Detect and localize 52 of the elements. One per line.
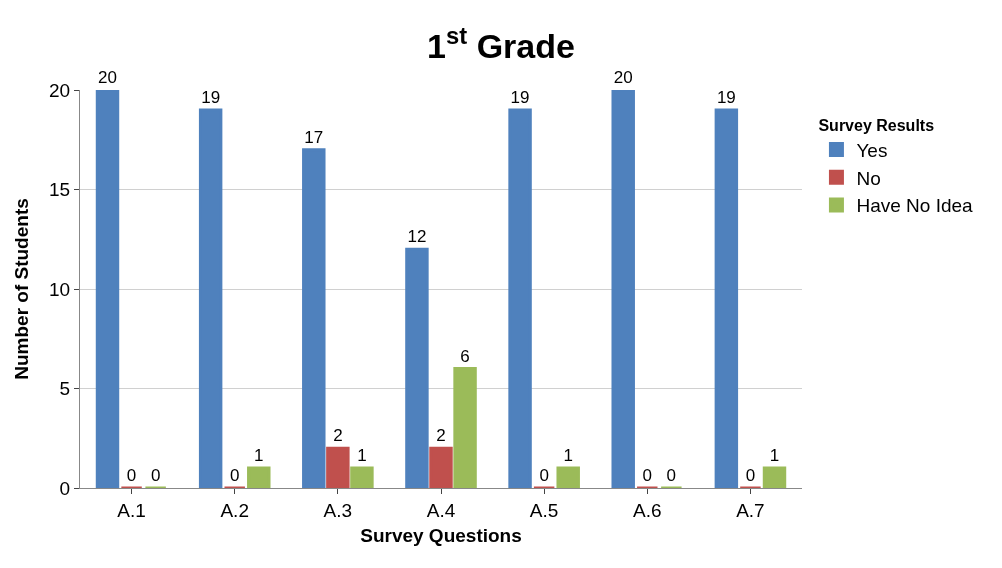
bar <box>762 466 787 488</box>
data-label: 19 <box>510 87 530 107</box>
x-tick-label: A.4 <box>426 499 456 521</box>
x-tick-label: A.5 <box>529 499 559 521</box>
bar <box>556 466 580 488</box>
chart-title: 1$^{st}$ Grade <box>427 21 575 65</box>
bar <box>350 466 374 488</box>
data-label: 17 <box>304 127 324 147</box>
bar <box>714 108 739 488</box>
data-label: 1 <box>357 446 367 466</box>
data-label: 2 <box>333 426 343 446</box>
data-label: 1 <box>563 446 573 466</box>
data-label: 0 <box>745 466 756 485</box>
bar <box>405 247 429 488</box>
data-label: 0 <box>642 466 653 485</box>
data-label: 19 <box>201 87 221 107</box>
bar <box>95 90 120 488</box>
data-label: 0 <box>666 466 677 485</box>
y-tick-label: 20 <box>49 79 71 101</box>
data-label: 0 <box>539 466 549 485</box>
data-label: 20 <box>613 68 633 87</box>
bar <box>508 108 532 488</box>
data-label: 1 <box>254 446 264 466</box>
data-label: 1 <box>769 446 780 466</box>
y-tick-label: 10 <box>49 278 71 300</box>
legend-title: Survey Results <box>818 116 935 134</box>
bar <box>247 466 271 488</box>
data-label: 0 <box>150 466 161 485</box>
y-tick-label: 15 <box>49 179 71 201</box>
bar <box>453 367 477 488</box>
bar <box>611 90 635 488</box>
data-label: 0 <box>229 466 240 485</box>
x-tick-label: A.1 <box>117 499 146 521</box>
data-label: 12 <box>407 227 427 247</box>
y-axis-title: Number of Students <box>10 198 32 380</box>
y-tick-label: 5 <box>59 378 71 400</box>
x-tick-label: A.7 <box>736 499 765 521</box>
legend-label: No <box>856 167 881 189</box>
legend-label: Yes <box>856 139 888 161</box>
x-axis-title: Survey Questions <box>360 524 522 546</box>
data-label: 0 <box>126 466 137 485</box>
bar <box>302 148 326 488</box>
data-label: 6 <box>460 346 470 366</box>
y-tick-label: 0 <box>59 477 71 499</box>
data-label: 20 <box>98 68 117 87</box>
x-tick-label: A.6 <box>633 499 662 521</box>
x-tick-label: A.2 <box>220 499 249 521</box>
data-label: 19 <box>716 87 736 107</box>
x-tick-label: A.3 <box>323 499 353 521</box>
data-label: 2 <box>436 426 446 446</box>
bar <box>198 108 223 488</box>
legend-label: Have No Idea <box>856 195 974 217</box>
